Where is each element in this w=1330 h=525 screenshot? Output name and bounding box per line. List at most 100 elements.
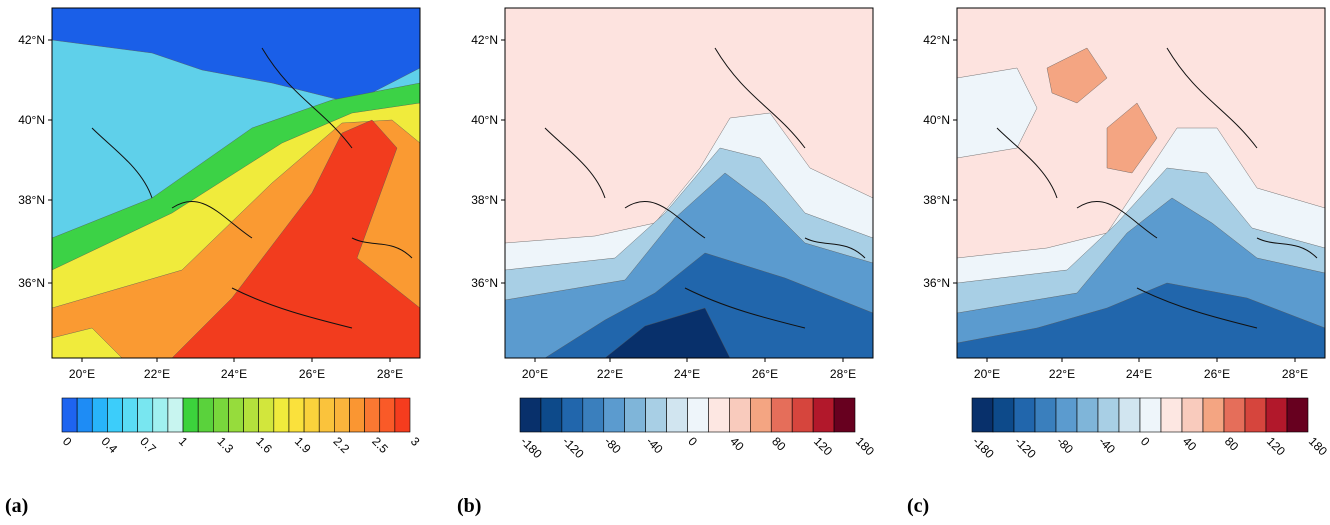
colorbar-box bbox=[687, 397, 709, 433]
colorbar-box bbox=[645, 397, 667, 433]
colorbar-box bbox=[213, 397, 229, 433]
colorbar-tick-label: 1.3 bbox=[215, 434, 237, 456]
colorbar-tick-label: -80 bbox=[602, 434, 624, 456]
colorbar-box bbox=[197, 397, 214, 433]
colorbar-box bbox=[258, 397, 275, 433]
lon-label: 26°E bbox=[752, 367, 778, 381]
colorbar-box bbox=[243, 397, 259, 433]
colorbar-tick-label: 2.5 bbox=[369, 434, 391, 456]
colorbar-tick-label: -120 bbox=[560, 434, 587, 461]
colorbar-box bbox=[228, 397, 244, 433]
colorbar-box bbox=[1034, 397, 1057, 433]
panel-label: (b) bbox=[457, 495, 481, 517]
colorbar-tick-label: -180 bbox=[518, 434, 545, 461]
colorbar-box bbox=[349, 397, 365, 433]
colorbar-box bbox=[729, 397, 751, 433]
colorbar-tick-label: 0.4 bbox=[99, 434, 121, 456]
map-fields bbox=[957, 8, 1325, 358]
colorbar-box bbox=[708, 397, 730, 433]
colorbar-tick-label: 2.2 bbox=[331, 434, 353, 456]
colorbar-box bbox=[1160, 397, 1183, 433]
colorbar-box bbox=[61, 397, 78, 433]
lat-label: 40°N bbox=[471, 113, 498, 127]
lat-label: 36°N bbox=[923, 276, 950, 290]
lat-label: 36°N bbox=[18, 276, 45, 290]
colorbar-box bbox=[1181, 397, 1204, 433]
colorbar-tick-label: 0 bbox=[60, 434, 75, 449]
map-panel: 42°N 40°N 38°N 36°N 20°E 22°E 24°E 26°E 28°E bbox=[471, 7, 874, 381]
colorbar-tick-label: 40 bbox=[1180, 434, 1200, 454]
colorbar-box bbox=[1139, 397, 1162, 433]
colorbar-tick-label: 180 bbox=[1306, 434, 1330, 458]
contour-field bbox=[544, 252, 873, 358]
map-border bbox=[504, 7, 874, 359]
colorbar-tick-label: -40 bbox=[1096, 434, 1118, 456]
colorbar-tick-label: 40 bbox=[727, 434, 747, 454]
colorbar-box bbox=[303, 397, 320, 433]
colorbar: 0 0.4 0.7 1 1.3 1.6 1.9 2.2 2.5 3 bbox=[60, 397, 423, 456]
colorbar-tick-label: 0 bbox=[1138, 434, 1153, 449]
map-border bbox=[956, 7, 1326, 359]
lat-label: 38°N bbox=[923, 193, 950, 207]
colorbar-box bbox=[1013, 397, 1036, 433]
colorbar-box bbox=[394, 397, 411, 433]
lon-label: 24°E bbox=[1126, 367, 1152, 381]
map-panel: 42°N 40°N 38°N 36°N 20°E 22°E 24°E 26°E 28°E bbox=[923, 7, 1326, 381]
lat-label: 42°N bbox=[471, 33, 498, 47]
lon-label: 28°E bbox=[377, 367, 403, 381]
map-border bbox=[51, 7, 421, 359]
colorbar-box bbox=[1202, 397, 1225, 433]
lat-label: 40°N bbox=[18, 113, 45, 127]
colorbar-box bbox=[791, 397, 814, 433]
colorbar-tick-label: 120 bbox=[1264, 434, 1288, 458]
lon-label: 20°E bbox=[974, 367, 1000, 381]
colorbar-tick-label: -120 bbox=[1012, 434, 1039, 461]
lat-label: 40°N bbox=[923, 113, 950, 127]
colorbar-box bbox=[1244, 397, 1267, 433]
map-fields bbox=[52, 8, 420, 358]
colorbar-tick-label: 1.6 bbox=[253, 434, 275, 456]
colorbar-tick-label: 0 bbox=[685, 434, 700, 449]
colorbar-box bbox=[288, 397, 305, 433]
colorbar-box bbox=[318, 397, 335, 433]
contour-field bbox=[171, 119, 420, 358]
colorbar-tick-label: 0.7 bbox=[137, 434, 159, 456]
lon-label: 24°E bbox=[674, 367, 700, 381]
colorbar-tick-label: 3 bbox=[408, 434, 423, 449]
contour-field bbox=[957, 282, 1325, 358]
colorbar-box bbox=[750, 397, 772, 433]
colorbar-tick-label: -180 bbox=[970, 434, 997, 461]
lon-label: 28°E bbox=[830, 367, 856, 381]
colorbar-tick-label: 1.9 bbox=[292, 434, 314, 456]
map-fields bbox=[505, 8, 873, 358]
colorbar-box bbox=[770, 397, 793, 433]
contour-field bbox=[1046, 47, 1108, 104]
colorbar-box bbox=[1118, 397, 1141, 433]
colorbar-box bbox=[273, 397, 290, 433]
coastline bbox=[91, 47, 413, 329]
colorbar-box bbox=[971, 397, 994, 433]
lon-label: 22°E bbox=[597, 367, 623, 381]
colorbar-box bbox=[1055, 397, 1078, 433]
colorbar-box bbox=[91, 397, 108, 433]
contour-field bbox=[52, 327, 123, 358]
colorbar-box bbox=[167, 397, 184, 433]
colorbar-box bbox=[992, 397, 1015, 433]
lat-label: 42°N bbox=[923, 33, 950, 47]
colorbar-box bbox=[334, 397, 350, 433]
lon-label: 20°E bbox=[69, 367, 95, 381]
colorbar: -180 -120 -80 -40 0 40 80 120 180 bbox=[518, 397, 877, 461]
colorbar-box bbox=[812, 397, 835, 433]
colorbar-tick-label: -80 bbox=[1054, 434, 1076, 456]
coastline bbox=[544, 47, 866, 329]
colorbar-box bbox=[561, 397, 584, 433]
colorbar-tick-label: 1 bbox=[176, 434, 191, 449]
colorbar-box bbox=[540, 397, 563, 433]
colorbar-box bbox=[137, 397, 154, 433]
colorbar-tick-label: 120 bbox=[811, 434, 835, 458]
lon-label: 24°E bbox=[221, 367, 247, 381]
lon-label: 20°E bbox=[522, 367, 548, 381]
colorbar-box bbox=[76, 397, 93, 433]
